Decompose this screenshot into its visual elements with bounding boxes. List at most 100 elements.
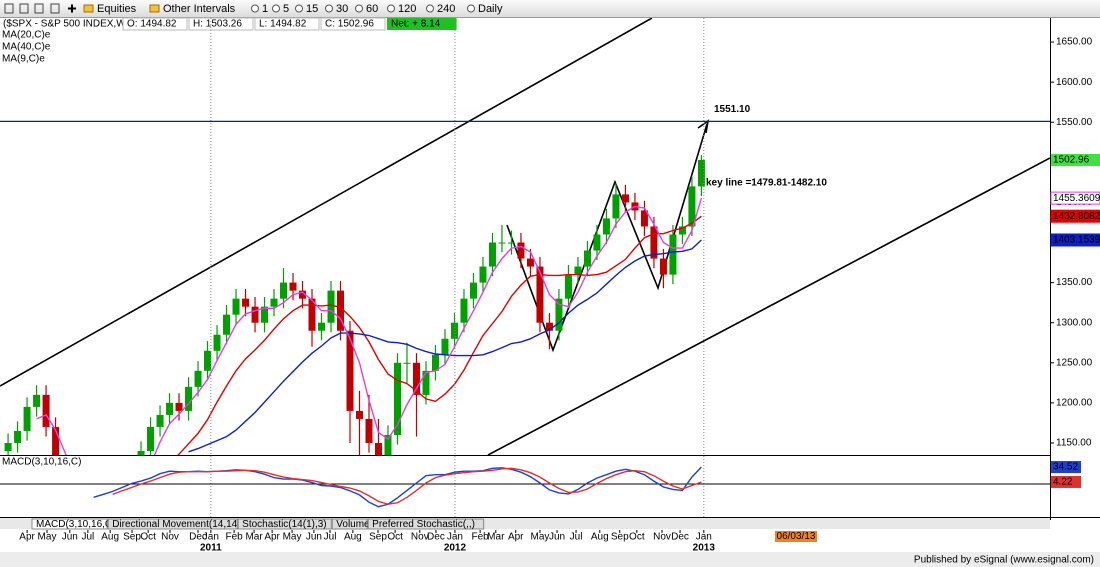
y-tick-label: 1150.00	[1056, 438, 1092, 449]
candle-body	[223, 314, 231, 335]
year-label: 2013	[693, 543, 716, 554]
price-plot	[4, 155, 705, 515]
toolbar-item[interactable]: Equities	[97, 3, 137, 15]
toolbar-item[interactable]: 60	[366, 3, 378, 15]
candle-body	[422, 370, 430, 395]
last-value: 1432.80826	[1053, 211, 1100, 222]
tab[interactable]	[331, 518, 368, 530]
y-tick-label: 1200.00	[1056, 398, 1093, 409]
candle-body	[583, 250, 591, 267]
candle-body	[119, 491, 126, 507]
tab-label[interactable]: Stochastic(14(1),3)	[242, 519, 326, 530]
radio	[295, 4, 303, 13]
x-tick-label: Apr	[19, 532, 35, 543]
x-tick-label: Apr	[508, 532, 524, 543]
candle-body	[574, 266, 582, 275]
candle-body	[109, 475, 116, 491]
candle-body	[526, 258, 534, 267]
x-tick-label: Dec	[671, 532, 689, 543]
radio	[467, 4, 475, 13]
net-box	[387, 18, 457, 30]
toolbar-item[interactable]: 1	[262, 3, 268, 15]
quote-box	[122, 17, 188, 31]
x-tick-label: Jun	[62, 532, 78, 543]
macd-title: MACD(3,10,16,C)	[2, 457, 81, 468]
toolbar-item[interactable]: 15	[306, 3, 318, 15]
y-tick-label: 1650.00	[1056, 37, 1093, 48]
candle-body	[384, 434, 392, 455]
candle-body	[498, 242, 506, 244]
x-tick-label: Apr	[264, 532, 280, 543]
candle-body	[90, 491, 97, 515]
toolbar	[0, 0, 1100, 17]
candle-body	[374, 442, 382, 455]
date-label: 06/03/13	[777, 531, 816, 542]
candle-body	[697, 159, 705, 187]
candle-body	[194, 370, 202, 387]
candle-body	[308, 298, 316, 331]
quote-field: H: 1503.26	[193, 19, 242, 30]
indicator-line	[112, 467, 702, 505]
candle-body	[137, 450, 145, 455]
tab-label[interactable]: MACD(3,10,16,C)	[36, 519, 115, 530]
level-label: 1551.10	[714, 104, 751, 115]
quote-field: L: 1494.82	[259, 19, 307, 30]
candle-body	[213, 334, 221, 351]
candle-body	[42, 394, 50, 427]
tab[interactable]	[107, 518, 238, 530]
quote-field: O: 1494.82	[127, 19, 177, 30]
tab-label[interactable]: Preferred Stochastic(,,)	[372, 519, 475, 530]
x-tick-label: Nov	[653, 532, 671, 543]
tab[interactable]	[367, 518, 485, 530]
x-tick-label: Oct	[387, 532, 403, 543]
toolbar-item[interactable]: Daily	[478, 3, 503, 15]
candle-body	[659, 258, 667, 275]
toolbar-item[interactable]: 5	[283, 3, 289, 15]
candle-body	[669, 234, 677, 275]
candle-body	[469, 282, 477, 299]
candle-body	[640, 210, 648, 227]
candle-body	[62, 491, 69, 499]
x-tick-label: Dec	[189, 532, 207, 543]
toolbar-item[interactable]: 240	[437, 3, 455, 15]
toolbar-item[interactable]: 120	[398, 3, 416, 15]
x-tick-label: Nov	[411, 532, 429, 543]
x-tick-label: Aug	[344, 532, 362, 543]
toolbar-item[interactable]: 30	[336, 3, 348, 15]
x-tick-label: Nov	[161, 532, 179, 543]
y-tick-label: 1550.00	[1056, 117, 1093, 128]
indicator-line	[93, 466, 702, 508]
x-tick-label: Jan	[203, 532, 219, 543]
last-value: 1455.36095	[1053, 193, 1100, 204]
tab-label[interactable]: Directional Movement(14,14)	[112, 519, 240, 530]
x-tick-label: Oct	[629, 532, 645, 543]
x-tick-label: Jul	[81, 532, 94, 543]
tab[interactable]	[237, 518, 332, 530]
radio	[251, 4, 259, 13]
candle-body	[280, 282, 288, 299]
x-tick-label: Aug	[591, 532, 609, 543]
toolbar-item[interactable]: Other Intervals	[163, 3, 236, 15]
candle-body	[593, 234, 601, 251]
candle-body	[33, 394, 41, 407]
x-tick-label: Sep	[611, 532, 629, 543]
tab[interactable]	[31, 518, 108, 530]
candle-body	[612, 194, 620, 219]
last-price: 1502.96	[1053, 155, 1090, 166]
candle-body	[251, 306, 259, 323]
x-tick-label: Oct	[140, 532, 156, 543]
candle-body	[621, 194, 629, 203]
legend-entry: MA(9,C)e	[2, 54, 45, 65]
tab-label[interactable]: Volume	[336, 519, 370, 530]
radio	[355, 4, 363, 13]
radio	[426, 4, 434, 13]
x-tick-label: May	[38, 532, 57, 543]
year-label: 2012	[444, 543, 467, 554]
radio	[272, 4, 280, 13]
quote-box	[188, 17, 254, 31]
x-tick-label: Sep	[369, 532, 387, 543]
quote-box	[254, 17, 320, 31]
candle-body	[289, 282, 297, 291]
candle-body	[355, 410, 363, 419]
